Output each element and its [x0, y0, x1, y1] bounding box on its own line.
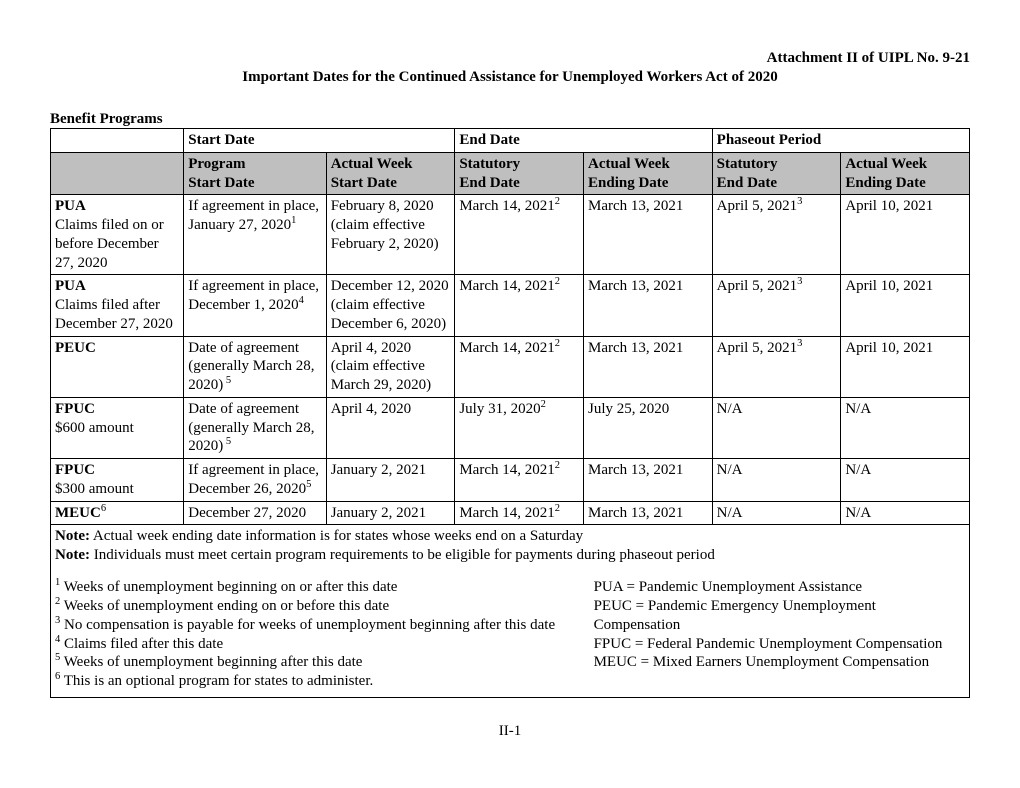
table-cell: January 2, 2021	[326, 501, 455, 525]
subheader-actual-phase: Actual WeekEnding Date	[841, 152, 970, 195]
table-cell: April 10, 2021	[841, 195, 970, 275]
table-cell: If agreement in place, January 27, 20201	[184, 195, 326, 275]
table-cell: March 13, 2021	[584, 501, 713, 525]
table-cell: April 5, 20213	[712, 336, 841, 397]
table-cell: FPUC$300 amount	[51, 459, 184, 502]
page-number: II-1	[50, 723, 970, 740]
table-cell: FPUC$600 amount	[51, 397, 184, 458]
footnote-left-item: 6 This is an optional program for states…	[55, 672, 594, 691]
footnote-right-item: PEUC = Pandemic Emergency Unemployment C…	[594, 597, 965, 635]
table-row: FPUC$300 amountIf agreement in place, De…	[51, 459, 970, 502]
footnote-right-item: FPUC = Federal Pandemic Unemployment Com…	[594, 635, 965, 654]
table-cell: July 25, 2020	[584, 397, 713, 458]
table-cell: N/A	[712, 459, 841, 502]
table-cell: January 2, 2021	[326, 459, 455, 502]
table-header-row-1: Start Date End Date Phaseout Period	[51, 129, 970, 153]
footnotes-right: PUA = Pandemic Unemployment AssistancePE…	[594, 578, 965, 691]
table-cell: April 4, 2020 (claim effective March 29,…	[326, 336, 455, 397]
table-cell: If agreement in place, December 26, 2020…	[184, 459, 326, 502]
note-2-label: Note:	[55, 547, 90, 563]
table-cell: March 14, 20212	[455, 275, 584, 336]
table-cell: PEUC	[51, 336, 184, 397]
table-row: MEUC6December 27, 2020January 2, 2021Mar…	[51, 501, 970, 525]
footnotes-left: 1 Weeks of unemployment beginning on or …	[55, 578, 594, 691]
table-cell: N/A	[841, 501, 970, 525]
table-row: PUAClaims filed after December 27, 2020I…	[51, 275, 970, 336]
table-cell: March 13, 2021	[584, 275, 713, 336]
table-row: PEUCDate of agreement (generally March 2…	[51, 336, 970, 397]
table-cell: Date of agreement (generally March 28, 2…	[184, 336, 326, 397]
table-cell: December 27, 2020	[184, 501, 326, 525]
subheader-statutory-phase: StatutoryEnd Date	[712, 152, 841, 195]
table-cell: March 13, 2021	[584, 336, 713, 397]
notes-block: Note: Actual week ending date informatio…	[50, 525, 970, 698]
table-cell: March 14, 20212	[455, 501, 584, 525]
footnote-left-item: 5 Weeks of unemployment beginning after …	[55, 653, 594, 672]
header-blank	[51, 129, 184, 153]
table-header-row-2: ProgramStart Date Actual WeekStart Date …	[51, 152, 970, 195]
note-1: Note: Actual week ending date informatio…	[55, 528, 965, 545]
footnote-left-item: 4 Claims filed after this date	[55, 635, 594, 654]
table-cell: April 10, 2021	[841, 275, 970, 336]
attachment-label: Attachment II of UIPL No. 9-21	[50, 50, 970, 67]
table-cell: April 5, 20213	[712, 195, 841, 275]
table-cell: February 8, 2020 (claim effective Februa…	[326, 195, 455, 275]
footnote-left-item: 2 Weeks of unemployment ending on or bef…	[55, 597, 594, 616]
footnote-right-item: PUA = Pandemic Unemployment Assistance	[594, 578, 965, 597]
footnote-right-item: MEUC = Mixed Earners Unemployment Compen…	[594, 653, 965, 672]
header-start-date: Start Date	[184, 129, 455, 153]
footnote-left-item: 3 No compensation is payable for weeks o…	[55, 616, 594, 635]
note-2: Note: Individuals must meet certain prog…	[55, 547, 965, 564]
table-cell: PUAClaims filed after December 27, 2020	[51, 275, 184, 336]
page-title: Important Dates for the Continued Assist…	[50, 69, 970, 86]
note-2-text: Individuals must meet certain program re…	[90, 547, 715, 563]
table-row: FPUC$600 amountDate of agreement (genera…	[51, 397, 970, 458]
table-cell: April 4, 2020	[326, 397, 455, 458]
header-phaseout: Phaseout Period	[712, 129, 969, 153]
table-cell: N/A	[712, 397, 841, 458]
note-1-text: Actual week ending date information is f…	[90, 528, 583, 544]
benefit-programs-table: Start Date End Date Phaseout Period Prog…	[50, 128, 970, 525]
table-cell: April 5, 20213	[712, 275, 841, 336]
note-1-label: Note:	[55, 528, 90, 544]
table-cell: December 12, 2020(claim effective Decemb…	[326, 275, 455, 336]
subheader-program-start: ProgramStart Date	[184, 152, 326, 195]
table-cell: March 14, 20212	[455, 459, 584, 502]
table-cell: Date of agreement (generally March 28, 2…	[184, 397, 326, 458]
footnote-left-item: 1 Weeks of unemployment beginning on or …	[55, 578, 594, 597]
section-title: Benefit Programs	[50, 111, 970, 128]
subheader-statutory-end: StatutoryEnd Date	[455, 152, 584, 195]
table-cell: If agreement in place,December 1, 20204	[184, 275, 326, 336]
table-cell: March 13, 2021	[584, 195, 713, 275]
subheader-blank	[51, 152, 184, 195]
table-cell: March 14, 20212	[455, 336, 584, 397]
header-end-date: End Date	[455, 129, 712, 153]
table-cell: N/A	[841, 397, 970, 458]
table-cell: March 13, 2021	[584, 459, 713, 502]
table-cell: N/A	[841, 459, 970, 502]
table-cell: July 31, 20202	[455, 397, 584, 458]
table-row: PUAClaims filed on or before December 27…	[51, 195, 970, 275]
table-cell: March 14, 20212	[455, 195, 584, 275]
table-cell: PUAClaims filed on or before December 27…	[51, 195, 184, 275]
table-cell: MEUC6	[51, 501, 184, 525]
subheader-actual-end: Actual WeekEnding Date	[584, 152, 713, 195]
table-cell: N/A	[712, 501, 841, 525]
subheader-actual-start: Actual WeekStart Date	[326, 152, 455, 195]
table-cell: April 10, 2021	[841, 336, 970, 397]
